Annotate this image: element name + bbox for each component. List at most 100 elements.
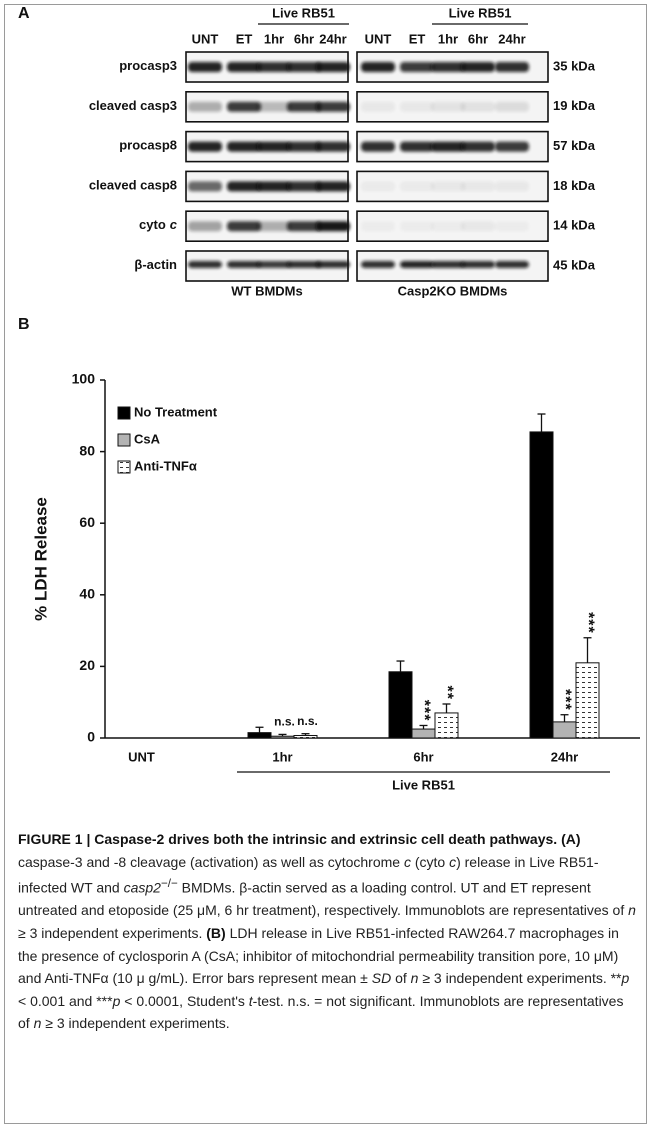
blot-band (257, 221, 291, 231)
caption-title: FIGURE 1 | Caspase-2 drives both the int… (18, 831, 557, 847)
panel-label: A (18, 5, 30, 22)
blot-band (461, 261, 495, 268)
size-label: 35 kDa (553, 58, 596, 73)
caption: FIGURE 1 | Caspase-2 drives both the int… (18, 828, 636, 1035)
blot-band (461, 102, 495, 112)
significance-mark: n.s. (297, 714, 318, 728)
blot-band (257, 142, 291, 152)
size-label: 18 kDa (553, 178, 596, 193)
size-label: 57 kDa (553, 138, 596, 153)
cell-type-label: Casp2KO BMDMs (398, 283, 508, 298)
blot-band (461, 142, 495, 152)
lane-label: 6hr (468, 31, 488, 46)
blot-band (316, 62, 350, 72)
y-tick-label: 80 (79, 442, 95, 458)
row-label: cleaved casp8 (89, 178, 177, 193)
group-label: Live RB51 (449, 5, 512, 20)
caption-text: (A) (561, 831, 580, 847)
caption-text: ≥ 3 independent experiments. ** (418, 970, 621, 986)
size-label: 19 kDa (553, 98, 596, 113)
blot-band (400, 142, 434, 152)
blot-band (495, 102, 529, 112)
blot-band (287, 62, 321, 72)
protein-name: procasp8 (119, 138, 177, 153)
protein-name: cleaved casp3 (89, 98, 177, 113)
protein-name: cleaved casp8 (89, 178, 177, 193)
panel-label: B (18, 316, 30, 333)
caption-text: n (628, 902, 636, 918)
y-tick-label: 100 (72, 371, 96, 387)
blot-band (188, 221, 222, 231)
lane-label: 6hr (294, 31, 314, 46)
blot-band (431, 181, 465, 191)
lane-label: 1hr (264, 31, 284, 46)
blot-band (461, 181, 495, 191)
blot-band (495, 221, 529, 231)
lane-label: 1hr (438, 31, 458, 46)
bar (576, 663, 599, 738)
blot-band (431, 62, 465, 72)
caption-text: caspase-3 and -8 cleavage (activation) a… (18, 854, 404, 870)
blot-band (361, 261, 395, 268)
y-tick-label: 20 (79, 657, 95, 673)
row-label: procasp8 (119, 138, 177, 153)
row-label: β-actin (134, 257, 177, 272)
blot-band (361, 102, 395, 112)
bar (412, 729, 435, 738)
row-label: cleaved casp3 (89, 98, 177, 113)
cell-type-label: WT BMDMs (231, 283, 303, 298)
lane-label: UNT (365, 31, 392, 46)
row-label: procasp3 (119, 58, 177, 73)
row-label: cytoc (139, 218, 178, 233)
caption-text: < 0.0001, Student's (120, 993, 248, 1009)
blot-band (431, 221, 465, 231)
blot-band (227, 62, 261, 72)
x-tick-label: 6hr (413, 749, 433, 764)
caption-text: −/− (161, 877, 178, 890)
bar (553, 722, 576, 738)
protein-name: β-actin (134, 257, 177, 272)
blot-band (400, 102, 434, 112)
blot-band (287, 102, 321, 112)
blot-band (400, 261, 434, 268)
significance-mark: *** (556, 689, 573, 711)
blot-band (361, 142, 395, 152)
blot-band (461, 62, 495, 72)
lane-label: ET (409, 31, 426, 46)
group-label: Live RB51 (392, 777, 455, 792)
protein-name: c (170, 218, 178, 233)
caption-text: (B) (206, 925, 225, 941)
legend-label: Anti-TNFα (134, 458, 197, 473)
blot-band (257, 261, 291, 268)
bar (294, 735, 317, 738)
x-tick-label: 24hr (551, 749, 578, 764)
y-tick-label: 60 (79, 514, 95, 530)
caption-text: p (622, 970, 630, 986)
significance-mark: *** (415, 700, 432, 722)
blot-band (227, 261, 261, 268)
blot-band (361, 221, 395, 231)
group-label: Live RB51 (272, 5, 335, 20)
caption-text: of (391, 970, 410, 986)
bar (248, 733, 271, 738)
significance-mark: n.s. (274, 715, 295, 729)
blot-band (461, 221, 495, 231)
blot-band (227, 102, 261, 112)
blot-band (316, 142, 350, 152)
blot-band (188, 62, 222, 72)
blot-band (400, 221, 434, 231)
blot-band (287, 181, 321, 191)
blot-band (227, 181, 261, 191)
x-tick-label: UNT (128, 749, 155, 764)
significance-mark: *** (579, 612, 596, 634)
blot-band (495, 142, 529, 152)
lane-label: UNT (192, 31, 219, 46)
bar (530, 432, 553, 738)
blot-band (316, 102, 350, 112)
legend-swatch (118, 434, 130, 446)
blot-band (257, 181, 291, 191)
caption-text: ≥ 3 independent experiments. (41, 1015, 229, 1031)
lane-label: 24hr (319, 31, 346, 46)
y-axis-label: % LDH Release (31, 497, 50, 621)
